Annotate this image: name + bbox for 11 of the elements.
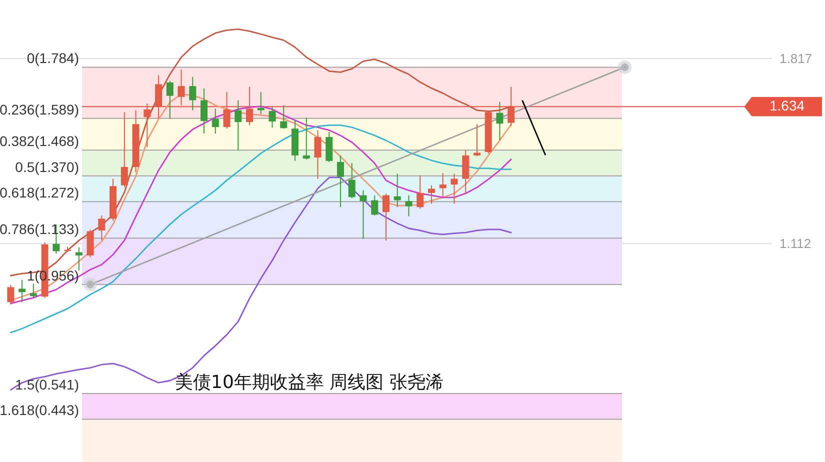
ref-line-label: 1.634 (769, 98, 805, 114)
ref-line-label: 0.5(1.370) (15, 158, 79, 175)
text: 美债10年期收益率 周线图 张尧浠 (175, 372, 444, 393)
ref-line-label: 0.236(1.589) (0, 101, 79, 118)
ref-line-label: 1.5(0.541) (15, 376, 79, 392)
ref-line-label: 0(1.784) (26, 50, 79, 66)
y-tick-label: 1.817 (780, 51, 812, 66)
ref-line-label: 1.618(0.443) (0, 402, 79, 418)
y-tick-label: 1.112 (780, 236, 812, 252)
ref-line-label: 0.382(1.468) (0, 133, 79, 150)
ref-line-label: 0.618(1.272) (0, 184, 79, 201)
